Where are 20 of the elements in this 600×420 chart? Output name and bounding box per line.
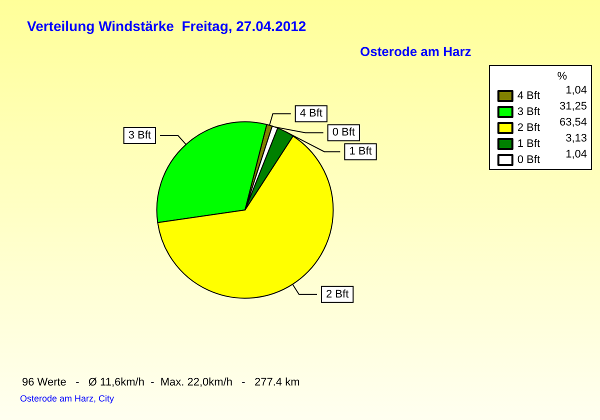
slice-label: 3 Bft — [128, 130, 151, 142]
slice-label: 0 Bft — [332, 126, 355, 139]
chart-subtitle: Osterode am Harz — [360, 44, 472, 59]
legend-label: 0 Bft — [517, 154, 540, 166]
slice-label: 1 Bft — [349, 146, 372, 158]
legend-label: 3 Bft — [517, 106, 540, 118]
legend-label: 2 Bft — [517, 122, 540, 134]
text: Osterode am Harz, City — [20, 394, 115, 404]
data-label: 1,04 — [566, 148, 588, 160]
data-label: 63,54 — [559, 116, 588, 128]
slice-label: 4 Bft — [300, 108, 322, 120]
data-label: 31,25 — [559, 100, 588, 112]
legend-label: 1 Bft — [517, 138, 540, 150]
legend-title: % — [557, 70, 568, 82]
data-label: 3,13 — [566, 132, 588, 144]
legend-label: 4 Bft — [517, 90, 540, 102]
data-label: 1,04 — [566, 84, 588, 96]
chart-title: Verteilung Windstärke Freitag, 27.04.2012 — [27, 18, 306, 34]
text: 96 Werte - Ø 11,6km/h - Max. 22,0km/h - 277.4 km — [22, 376, 300, 388]
slice-label: 2 Bft — [326, 288, 349, 300]
